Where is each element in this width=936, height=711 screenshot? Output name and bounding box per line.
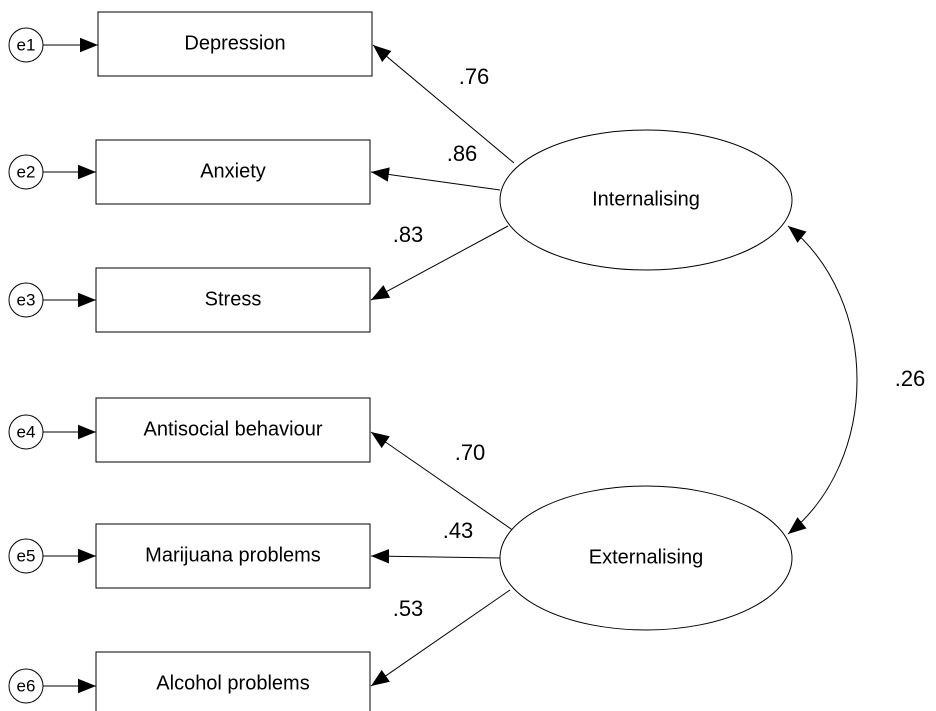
error-label: e1 bbox=[17, 35, 36, 54]
indicator-box bbox=[95, 651, 371, 711]
error-label: e6 bbox=[17, 676, 36, 695]
loading-arrow bbox=[370, 431, 515, 532]
indicator-box bbox=[95, 139, 371, 205]
loading-arrow bbox=[370, 549, 501, 564]
error-label: e5 bbox=[17, 546, 36, 565]
loading-label: .53 bbox=[393, 596, 424, 621]
correlation-arrow bbox=[787, 225, 858, 535]
loading-arrow bbox=[372, 44, 515, 164]
indicator-label: Marijuana problems bbox=[145, 544, 321, 566]
loading-label: .43 bbox=[443, 518, 474, 543]
indicator-label: Alcohol problems bbox=[156, 672, 309, 694]
indicator-box bbox=[95, 397, 371, 463]
factor-ellipse bbox=[499, 485, 793, 631]
loading-label: .76 bbox=[459, 64, 490, 89]
correlation-label: .26 bbox=[895, 366, 926, 391]
loading-label: .86 bbox=[447, 141, 478, 166]
indicator-label: Depression bbox=[184, 32, 285, 54]
indicator-box bbox=[95, 267, 371, 333]
diagram-body: e1 Depression .76 e2 Anxiety .86 e3 Stress .83 e4… bbox=[8, 11, 926, 711]
factor-label: Internalising bbox=[592, 188, 700, 210]
loading-label: .83 bbox=[393, 222, 424, 247]
loading-arrow bbox=[370, 167, 501, 191]
factor-label: Externalising bbox=[589, 546, 704, 568]
loading-arrow bbox=[370, 225, 509, 301]
loading-label: .70 bbox=[455, 440, 486, 465]
indicator-box bbox=[97, 11, 373, 77]
loading-arrow bbox=[370, 589, 511, 687]
indicator-label: Stress bbox=[205, 288, 262, 310]
error-label: e2 bbox=[17, 162, 36, 181]
factor-ellipse bbox=[499, 129, 793, 271]
indicator-label: Anxiety bbox=[200, 160, 266, 182]
error-label: e3 bbox=[17, 290, 36, 309]
indicator-label: Antisocial behaviour bbox=[144, 418, 323, 440]
indicator-box bbox=[95, 523, 371, 589]
error-label: e4 bbox=[17, 422, 36, 441]
